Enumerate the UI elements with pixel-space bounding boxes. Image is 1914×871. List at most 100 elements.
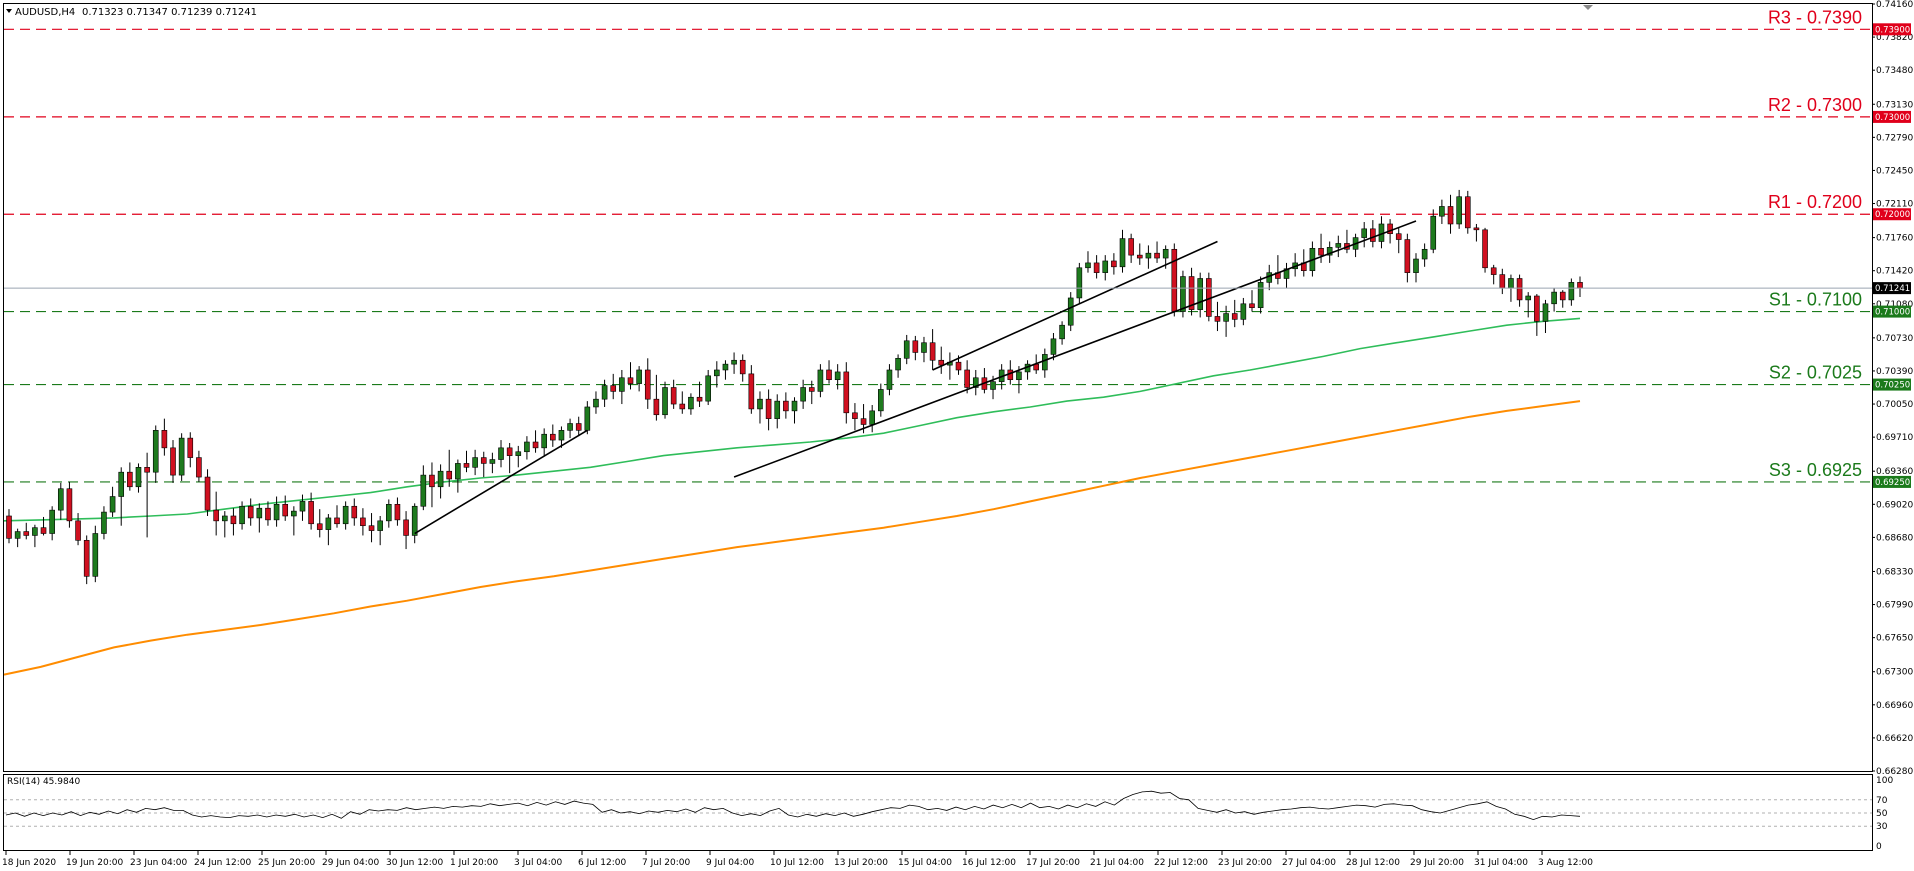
trendline — [733, 220, 1417, 478]
price-tick-label: 0.68680 — [1876, 533, 1913, 543]
time-tick-label: 27 Jul 04:00 — [1282, 858, 1336, 868]
time-tick-label: 10 Jul 12:00 — [770, 858, 824, 868]
candle-body — [170, 447, 176, 476]
candle-body — [1249, 303, 1255, 308]
candle-body — [757, 398, 763, 410]
candle-body — [377, 520, 383, 531]
candle-body — [1042, 354, 1048, 371]
candle-body — [1240, 303, 1247, 320]
candle-body — [152, 430, 159, 473]
level-tag-s3 — [1873, 475, 1911, 488]
main-chart-frame — [3, 3, 1873, 772]
dropdown-triangle-icon[interactable] — [6, 9, 12, 13]
candle-body — [1464, 196, 1471, 229]
candle-body — [1119, 238, 1126, 268]
price-tick-label: 0.69020 — [1876, 500, 1913, 510]
candle-body — [6, 515, 12, 539]
ohlc-values: 0.71323 0.71347 0.71239 0.71241 — [82, 7, 257, 18]
candle-body — [878, 389, 884, 412]
candle-body — [299, 501, 306, 512]
candle-body — [118, 471, 125, 497]
candle-body — [972, 377, 979, 388]
collapse-arrow-icon[interactable] — [1583, 5, 1593, 10]
candle-body — [1456, 196, 1462, 225]
price-tick-label: 0.67650 — [1876, 634, 1913, 644]
candle-body — [1283, 268, 1290, 279]
candle-body — [929, 342, 936, 361]
candle-body — [463, 463, 470, 468]
candle-body — [1490, 267, 1497, 275]
candle-body — [1542, 303, 1549, 322]
level-tag-s1 — [1873, 305, 1911, 318]
price-tick-label: 0.66960 — [1876, 701, 1913, 711]
candle-body — [748, 373, 755, 410]
candle-body — [1197, 278, 1203, 310]
candle-body — [161, 430, 168, 449]
candle-body — [1508, 278, 1514, 289]
candle-body — [256, 507, 263, 519]
candle-body — [455, 463, 461, 480]
candle-body — [688, 396, 694, 410]
candle-body — [221, 515, 228, 522]
rsi-label: RSI(14) 45.9840 — [7, 777, 80, 787]
candle-body — [843, 371, 850, 414]
candle-body — [921, 342, 927, 353]
candle-body — [429, 474, 435, 488]
candle-body — [1525, 295, 1532, 301]
time-tick-label: 29 Jun 04:00 — [322, 858, 379, 868]
candlesticks — [6, 189, 1583, 585]
candle-body — [1059, 324, 1065, 340]
price-tick-label: 0.73820 — [1876, 33, 1913, 43]
time-tick-label: 15 Jul 04:00 — [898, 858, 952, 868]
candle-body — [1223, 313, 1229, 322]
time-tick-label: 24 Jun 12:00 — [194, 858, 251, 868]
candle-body — [1395, 233, 1402, 240]
trendline — [932, 240, 1218, 371]
time-tick-label: 17 Jul 20:00 — [1026, 858, 1080, 868]
candle-body — [472, 457, 478, 468]
level-tag-text-r1: 0.72000 — [1875, 210, 1910, 220]
candle-body — [1551, 291, 1557, 305]
time-tick-label: 13 Jul 20:00 — [834, 858, 888, 868]
trendlines[interactable] — [414, 220, 1417, 535]
time-tick-label: 16 Jul 12:00 — [962, 858, 1016, 868]
candle-body — [550, 433, 556, 441]
candle-body — [852, 412, 858, 419]
price-tick-label: 0.73130 — [1876, 100, 1913, 110]
candle-body — [912, 340, 919, 353]
time-tick-label: 1 Jul 20:00 — [450, 858, 499, 868]
candle-body — [826, 369, 832, 381]
trendline — [414, 429, 588, 535]
rsi-indicator: 100 70 50 30 0 — [4, 776, 1893, 852]
candle-body — [679, 403, 686, 410]
candle-body — [334, 517, 340, 525]
candle-body — [1361, 228, 1368, 238]
candle-body — [783, 400, 789, 412]
candle-body — [239, 505, 245, 525]
candle-body — [92, 533, 99, 577]
time-tick-label: 25 Jun 20:00 — [258, 858, 315, 868]
symbol-timeframe: AUDUSD,H4 — [15, 7, 75, 18]
candle-body — [990, 381, 996, 390]
moving-average-line — [3, 400, 1581, 676]
rsi-tick-label: 100 — [1876, 776, 1893, 786]
candle-body — [739, 359, 746, 375]
candle-body — [1430, 215, 1437, 250]
candle-body — [247, 505, 254, 519]
candle-body — [705, 375, 711, 402]
candle-body — [644, 369, 651, 400]
time-tick-label: 9 Jul 04:00 — [706, 858, 755, 868]
level-tag-text-s2: 0.70250 — [1875, 381, 1910, 391]
time-tick-label: 23 Jun 04:00 — [130, 858, 187, 868]
time-axis: 18 Jun 2020 19 Jun 20:00 23 Jun 04:00 24 Ju… — [2, 851, 1593, 868]
candle-body — [696, 396, 703, 402]
candle-body — [1102, 260, 1109, 273]
support-resistance-levels: R3 - 0.7390 0.73900 R2 - 0.7300 0.73000 R1 -… — [4, 7, 1911, 488]
price-tick-label: 0.72450 — [1876, 166, 1913, 176]
candle-body — [325, 517, 332, 530]
candle-body — [265, 507, 271, 521]
price-tick-label: 0.67990 — [1876, 601, 1913, 611]
candle-body — [127, 471, 133, 488]
price-tick-label: 0.70390 — [1876, 367, 1913, 377]
